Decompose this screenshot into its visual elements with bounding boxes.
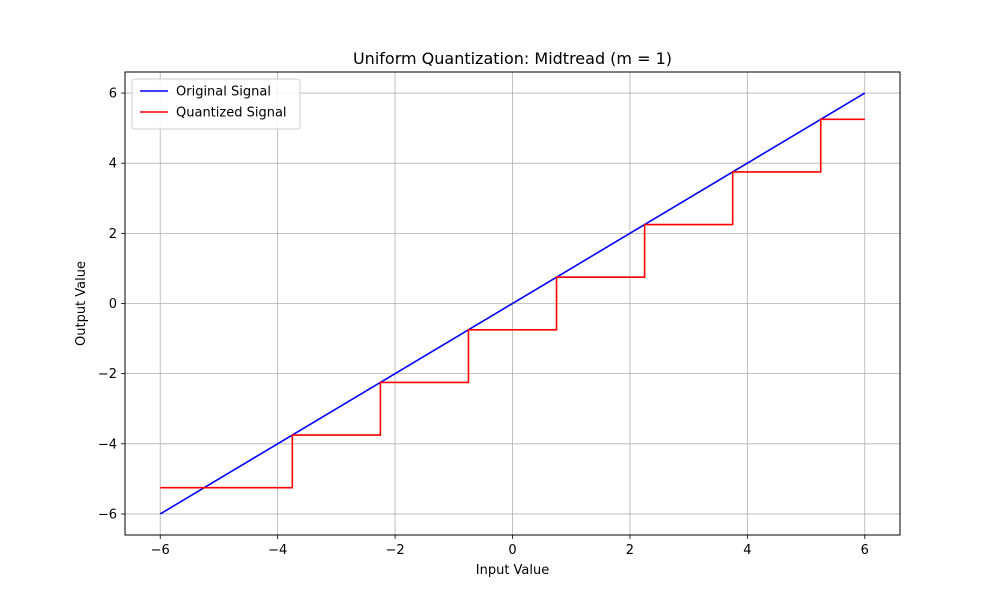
y-tick-label: −4 xyxy=(98,437,117,452)
legend-box xyxy=(131,78,301,130)
y-tick-label: 2 xyxy=(109,227,117,242)
legend-label: Quantized Signal xyxy=(176,106,287,121)
x-axis-title: Input Value xyxy=(476,563,550,578)
chart-title: Uniform Quantization: Midtread (m = 1) xyxy=(353,49,672,68)
grid xyxy=(125,72,900,535)
x-tick-label: 0 xyxy=(508,543,516,558)
axis-ticks: −6 −4 −2 0 2 4 6 −6 −4 −2 0 2 4 6 xyxy=(98,87,869,558)
legend: Original Signal Quantized Signal xyxy=(131,78,301,130)
x-tick-label: 6 xyxy=(861,543,869,558)
x-tick-label: 4 xyxy=(743,543,751,558)
x-tick-label: −2 xyxy=(385,543,404,558)
series-line-original-signal xyxy=(159,92,866,515)
x-tick-label: 2 xyxy=(626,543,634,558)
y-tick-label: −6 xyxy=(98,507,117,522)
y-tick-label: 0 xyxy=(109,297,117,312)
x-tick-label: −6 xyxy=(151,543,170,558)
x-tick-label: −4 xyxy=(268,543,287,558)
plot-series xyxy=(159,92,866,515)
y-axis-title: Output Value xyxy=(74,261,89,346)
y-tick-label: −2 xyxy=(98,367,117,382)
y-tick-label: 4 xyxy=(109,157,117,172)
y-tick-label: 6 xyxy=(109,87,117,102)
legend-label: Original Signal xyxy=(176,85,271,100)
series-line-quantized-signal xyxy=(160,118,865,489)
